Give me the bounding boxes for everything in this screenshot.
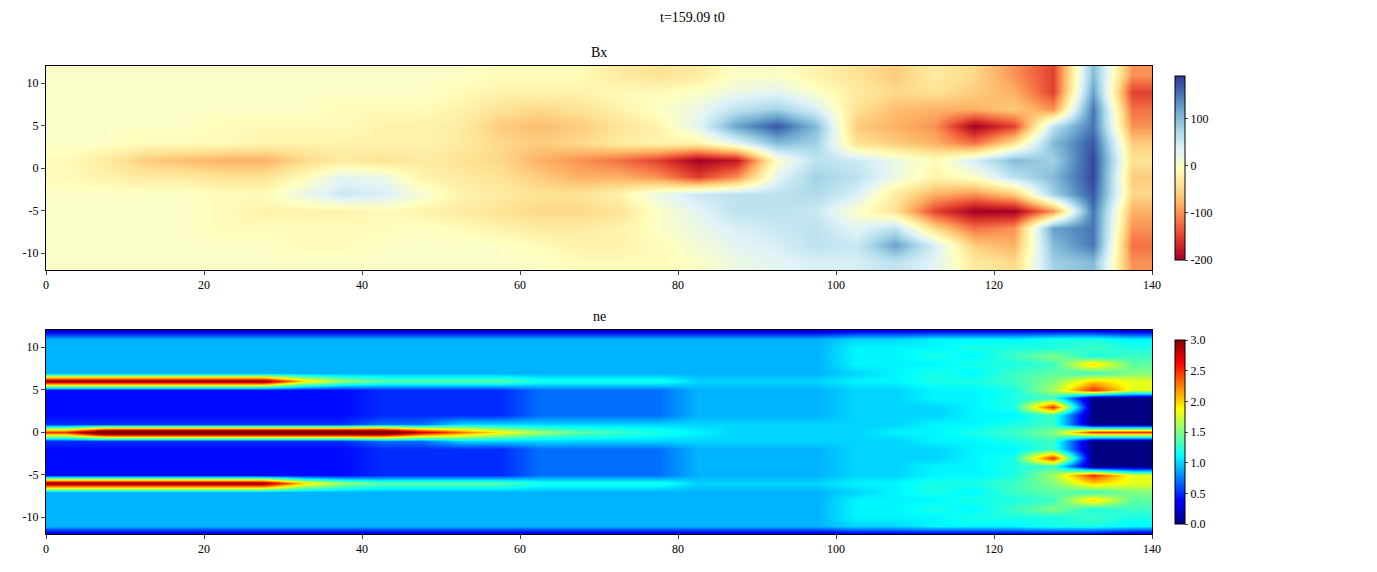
- svg-text:140: 140: [1143, 278, 1161, 292]
- svg-text:0: 0: [43, 542, 49, 556]
- svg-text:3.0: 3.0: [1190, 333, 1205, 347]
- svg-text:0.0: 0.0: [1190, 517, 1205, 531]
- svg-text:100: 100: [827, 278, 845, 292]
- svg-text:-5: -5: [29, 468, 39, 482]
- svg-text:1.0: 1.0: [1190, 456, 1205, 470]
- svg-text:-10: -10: [23, 510, 39, 524]
- svg-text:-10: -10: [23, 246, 39, 260]
- svg-text:100: 100: [827, 542, 845, 556]
- svg-text:-5: -5: [29, 204, 39, 218]
- svg-text:100: 100: [1190, 112, 1208, 126]
- svg-text:140: 140: [1143, 542, 1161, 556]
- svg-text:20: 20: [198, 278, 210, 292]
- svg-text:-200: -200: [1190, 253, 1212, 267]
- svg-text:5: 5: [33, 383, 39, 397]
- svg-text:t=159.09 t0: t=159.09 t0: [660, 10, 725, 25]
- svg-text:120: 120: [985, 278, 1003, 292]
- svg-text:10: 10: [27, 340, 39, 354]
- svg-text:20: 20: [198, 542, 210, 556]
- svg-text:Bx: Bx: [591, 45, 607, 60]
- svg-text:10: 10: [27, 76, 39, 90]
- svg-text:0: 0: [33, 425, 39, 439]
- svg-text:1.5: 1.5: [1190, 425, 1205, 439]
- svg-text:5: 5: [33, 119, 39, 133]
- svg-text:0: 0: [33, 161, 39, 175]
- svg-text:ne: ne: [593, 309, 606, 324]
- svg-text:120: 120: [985, 542, 1003, 556]
- svg-text:60: 60: [514, 278, 526, 292]
- svg-text:-100: -100: [1190, 206, 1212, 220]
- svg-text:0: 0: [1190, 159, 1196, 173]
- svg-text:80: 80: [672, 278, 684, 292]
- svg-text:40: 40: [356, 542, 368, 556]
- svg-text:0.5: 0.5: [1190, 487, 1205, 501]
- svg-text:80: 80: [672, 542, 684, 556]
- svg-text:60: 60: [514, 542, 526, 556]
- svg-text:0: 0: [43, 278, 49, 292]
- svg-text:2.5: 2.5: [1190, 364, 1205, 378]
- svg-text:2.0: 2.0: [1190, 395, 1205, 409]
- svg-text:40: 40: [356, 278, 368, 292]
